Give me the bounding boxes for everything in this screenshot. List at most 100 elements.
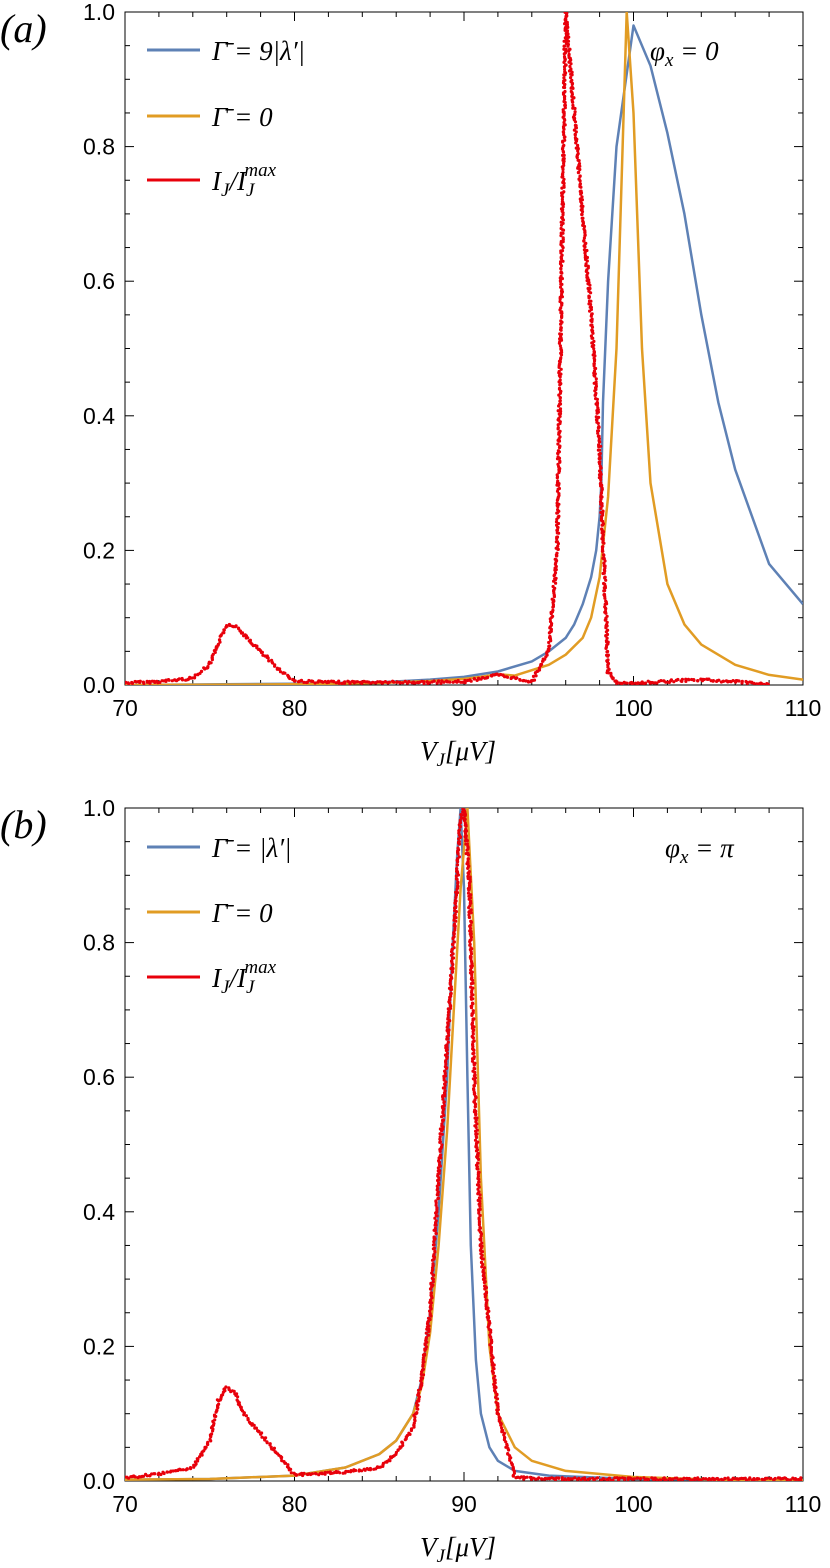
data-point [289, 1467, 293, 1471]
data-point [467, 906, 471, 910]
data-point [577, 159, 581, 163]
data-point [589, 302, 593, 307]
data-point [492, 1363, 496, 1367]
y-tick-label: 0.0 [83, 1468, 115, 1494]
data-point [442, 1113, 446, 1118]
data-point [193, 675, 197, 680]
panel-b-series [125, 808, 803, 1481]
data-point [597, 457, 601, 461]
data-point [435, 1206, 439, 1210]
data-point [590, 325, 595, 329]
x-tick-label: 90 [451, 695, 477, 721]
data-point [740, 681, 744, 685]
panel-b: (b) 70 80 90 100 110 0.0 0.2 0.4 0.6 0.8 1.0 Γ̄ = … [0, 795, 821, 1567]
data-point [442, 680, 446, 684]
data-point [559, 266, 563, 271]
data-point [573, 120, 578, 124]
data-point [583, 251, 587, 255]
data-point [217, 1402, 221, 1406]
data-point [476, 1157, 481, 1161]
data-point [449, 985, 453, 989]
data-point [732, 1476, 736, 1481]
data-point [421, 1367, 425, 1371]
data-point [443, 1086, 447, 1090]
data-point [605, 602, 609, 606]
data-point [446, 1015, 450, 1020]
data-point [472, 1048, 476, 1052]
data-point [401, 681, 405, 685]
data-point [332, 680, 336, 684]
data-point [578, 179, 582, 183]
data-point [556, 525, 560, 530]
data-point [257, 1430, 261, 1434]
data-point [453, 898, 457, 902]
data-point [630, 682, 634, 685]
data-point [546, 647, 550, 651]
data-point [416, 1407, 420, 1411]
data-point [567, 49, 571, 53]
data-point [594, 397, 598, 401]
data-point [221, 1393, 225, 1397]
data-point [588, 283, 592, 287]
data-point [465, 839, 469, 843]
data-point [293, 679, 297, 683]
data-point [440, 1143, 444, 1147]
data-point [468, 877, 472, 881]
data-point [453, 909, 457, 913]
data-point [479, 1234, 483, 1238]
data-point [565, 29, 570, 33]
data-point [571, 100, 575, 104]
series-dots-red [125, 12, 770, 685]
data-point [450, 969, 455, 973]
data-point [562, 157, 566, 161]
data-point [632, 1477, 636, 1481]
data-point [471, 1032, 475, 1036]
data-point [557, 386, 562, 390]
data-point [566, 25, 570, 29]
data-point [413, 681, 417, 685]
data-point [436, 1186, 440, 1191]
data-point [596, 421, 600, 425]
y-tick-label: 0.4 [83, 403, 115, 429]
data-point [468, 940, 472, 944]
y-tick-label: 0.8 [83, 134, 115, 160]
data-point [477, 1196, 482, 1200]
data-point [456, 884, 460, 888]
data-point [557, 369, 561, 374]
data-point [592, 364, 596, 368]
data-point [605, 636, 609, 640]
data-point [488, 1343, 492, 1347]
data-point [551, 608, 555, 612]
data-point [510, 1462, 514, 1467]
data-point [470, 965, 474, 970]
data-point [448, 680, 452, 684]
data-point [464, 836, 468, 840]
data-point [588, 309, 592, 313]
data-point [583, 231, 587, 235]
data-point [574, 141, 578, 145]
data-point [458, 821, 463, 825]
data-point [398, 1445, 402, 1449]
data-point [721, 679, 725, 683]
data-point [670, 1477, 674, 1481]
data-point [553, 571, 558, 575]
data-point [126, 1476, 131, 1480]
data-point [519, 1475, 524, 1479]
data-point [471, 1040, 475, 1044]
data-point [445, 1043, 449, 1047]
data-point [224, 1385, 228, 1389]
data-point [551, 614, 555, 618]
data-point [415, 1411, 419, 1415]
data-point [437, 1159, 441, 1163]
data-point [579, 204, 583, 208]
data-point [555, 535, 560, 539]
data-point [588, 1477, 592, 1481]
data-point [472, 1084, 476, 1088]
panel-b-grid-ticks: 70 80 90 100 110 0.0 0.2 0.4 0.6 0.8 1.0 [83, 795, 821, 1517]
data-point [579, 192, 583, 196]
data-point [474, 1149, 479, 1153]
data-point [788, 1478, 792, 1481]
data-point [600, 523, 604, 527]
data-point [314, 1472, 318, 1476]
data-point [766, 682, 770, 685]
